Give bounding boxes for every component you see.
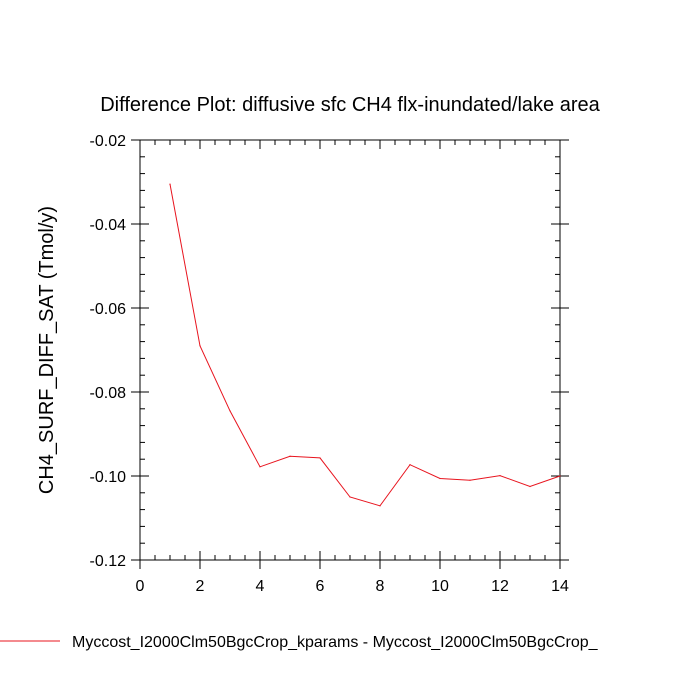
data-point [529,485,531,488]
y-tick-label: -0.06 [90,301,127,318]
data-point [289,455,291,457]
y-tick-label: -0.02 [90,133,127,150]
x-tick-label: 2 [196,578,205,595]
data-point [409,464,411,466]
series-lines [169,183,561,507]
y-tick-label: -0.04 [90,217,127,234]
x-tick-label: 0 [136,578,145,595]
data-point [259,466,261,468]
data-point [349,496,351,498]
data-point [439,477,441,480]
x-tick-label: 4 [256,578,265,595]
series-line [169,184,561,507]
data-point [379,505,381,507]
data-point [499,474,501,477]
data-point [199,345,201,347]
y-tick-label: -0.10 [90,469,127,486]
x-tick-label: 6 [316,578,325,595]
axis-ticks [131,139,569,569]
x-tick-label: 8 [376,578,385,595]
axis-tick-labels: 0 2 4 6 8 10 12 14 -0.02 -0.04 -0.06 -0.08 -0.10 -0.1… [90,133,569,595]
data-point [559,475,561,477]
data-point [469,479,471,481]
x-tick-label: 10 [431,578,449,595]
data-point [319,457,321,459]
data-point [229,410,231,412]
x-tick-label: 12 [491,578,509,595]
chart-title: Difference Plot: diffusive sfc CH4 flx-i… [100,94,600,116]
x-tick-label: 14 [551,578,569,595]
legend: Myccost_I2000Clm50BgcCrop_kparams - Mycc… [0,634,599,651]
y-tick-label: -0.12 [90,553,127,570]
data-point [169,183,171,185]
legend-label: Myccost_I2000Clm50BgcCrop_kparams - Mycc… [72,634,599,651]
y-axis-label: CH4_SURF_DIFF_SAT (Tmol/y) [36,206,58,494]
y-tick-label: -0.08 [90,385,127,402]
